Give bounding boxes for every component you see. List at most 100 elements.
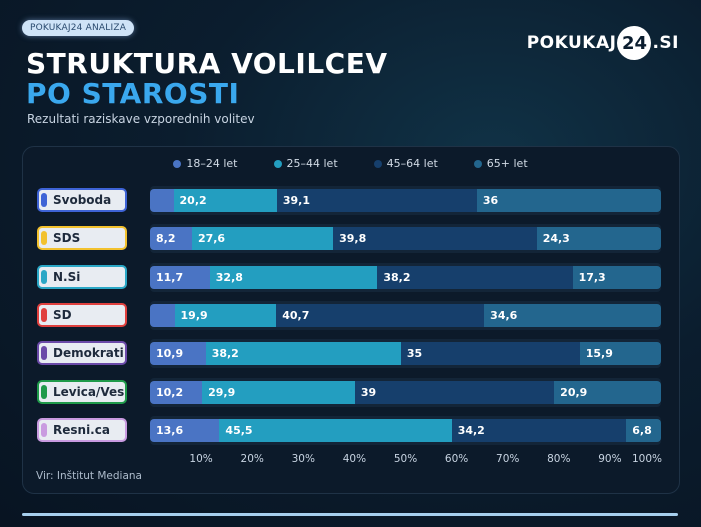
bar-segment: 29,9 <box>202 381 355 404</box>
party-name: Levica/Vesna <box>53 385 125 399</box>
legend-item: 45–64 let <box>373 157 438 170</box>
bar-segment: 38,2 <box>377 266 573 289</box>
bar-segment: 11,7 <box>150 266 210 289</box>
bar-segment: 13,6 <box>150 419 220 442</box>
party-label: SDS <box>37 226 127 250</box>
party-name: Demokrati <box>53 346 124 360</box>
legend-dot-icon <box>473 159 482 168</box>
party-color-strip <box>41 423 47 437</box>
segment-value: 39 <box>360 386 377 399</box>
party-color-strip <box>41 270 47 284</box>
bar-segment: 39,1 <box>276 189 477 212</box>
segment-value: 8,2 <box>156 232 176 245</box>
title-line-1: STRUKTURA VOLILCEV <box>26 47 388 80</box>
segment-value: 24,3 <box>542 232 570 245</box>
legend-item: 25–44 let <box>273 157 338 170</box>
segment-value: 19,9 <box>180 309 208 322</box>
title-line-2: PO STAROSTI <box>26 77 240 110</box>
segment-value: 27,6 <box>197 232 226 245</box>
bar-segment: 35 <box>400 342 580 365</box>
bar-track: 10,2 29,9 39 20,9 <box>150 381 661 404</box>
bar-segment: 38,2 <box>205 342 401 365</box>
bar-segment: 32,8 <box>209 266 378 289</box>
legend-item: 65+ let <box>473 157 528 170</box>
bar-track: 13,6 45,5 34,2 6,8 <box>150 419 661 442</box>
bar-track: 10,9 38,2 35 15,9 <box>150 342 661 365</box>
bar-segment: 20,9 <box>554 381 661 404</box>
bar-track: 11,7 32,8 38,2 17,3 <box>150 266 661 289</box>
bar-segment: 20,2 <box>173 189 277 212</box>
segment-value: 45,5 <box>225 424 253 437</box>
legend-label: 18–24 let <box>186 157 238 170</box>
party-name: N.Si <box>53 270 81 284</box>
bar-segment: 15,9 <box>579 342 661 365</box>
bar-segment: 39,8 <box>333 227 537 250</box>
segment-value: 17,3 <box>578 271 606 284</box>
x-tick-label: 10% <box>189 453 213 465</box>
segment-value: 10,9 <box>156 347 184 360</box>
source-note: Vir: Inštitut Mediana <box>36 470 142 482</box>
party-label: Levica/Vesna <box>37 380 127 404</box>
bar-segment: 27,6 <box>191 227 334 250</box>
bar-segment: 34,2 <box>451 419 627 442</box>
party-name: Resni.ca <box>53 423 110 437</box>
party-color-strip <box>41 231 47 245</box>
segment-value: 10,2 <box>156 386 184 399</box>
bar-track: 20,2 39,1 36 <box>150 189 661 212</box>
logo-text-left: POKUKAJ <box>526 33 617 53</box>
legend-item: 18–24 let <box>173 157 238 170</box>
bar-segment <box>150 189 174 212</box>
segment-value: 34,2 <box>457 424 485 437</box>
x-tick-label: 30% <box>291 453 315 465</box>
bar-track: 19,9 40,7 34,6 <box>150 304 661 327</box>
bar-segment: 10,9 <box>150 342 206 365</box>
segment-value: 20,9 <box>560 386 588 399</box>
x-tick-label: 80% <box>547 453 571 465</box>
segment-value: 11,7 <box>156 271 184 284</box>
bottom-accent-line <box>22 513 678 516</box>
bar-segment: 36 <box>476 189 661 212</box>
legend-label: 25–44 let <box>286 157 338 170</box>
x-tick-label: 60% <box>444 453 469 465</box>
bar-segment: 17,3 <box>572 266 661 289</box>
subtitle: Rezultati raziskave vzporednih volitev <box>27 112 255 126</box>
segment-value: 13,6 <box>156 424 184 437</box>
legend-dot-icon <box>173 159 182 168</box>
bar-segment: 10,2 <box>150 381 203 404</box>
party-color-strip <box>41 308 47 322</box>
legend-dot-icon <box>273 159 282 168</box>
bar-segment: 6,8 <box>626 419 661 442</box>
bar-segment: 34,6 <box>484 304 661 327</box>
bar-segment: 24,3 <box>536 227 661 250</box>
x-tick-label: 40% <box>342 453 367 465</box>
segment-value: 32,8 <box>215 271 243 284</box>
segment-value: 6,8 <box>632 424 652 437</box>
logo-text-right: .SI <box>652 33 679 53</box>
segment-value: 38,2 <box>383 271 411 284</box>
bar-segment <box>150 304 175 327</box>
bar-segment: 40,7 <box>276 304 485 327</box>
x-tick-label: 90% <box>598 453 622 465</box>
party-name: Svoboda <box>53 193 112 207</box>
party-name: SD <box>53 308 72 322</box>
bar-track: 8,2 27,6 39,8 24,3 <box>150 227 661 250</box>
party-label: SD <box>37 303 127 327</box>
x-tick-label: 100% <box>631 453 663 465</box>
segment-value: 35 <box>406 347 423 360</box>
x-tick-label: 70% <box>496 453 520 465</box>
logo-circle: 24 <box>617 26 652 60</box>
logo[interactable]: POKUKAJ 24 .SI <box>527 26 679 60</box>
bar-segment: 39 <box>354 381 555 404</box>
segment-value: 15,9 <box>585 347 613 360</box>
segment-value: 39,1 <box>282 194 310 207</box>
legend-label: 65+ let <box>486 157 528 170</box>
legend-dot-icon <box>373 159 382 168</box>
legend: 18–24 let 25–44 let 45–64 let 65+ let <box>0 157 701 170</box>
segment-value: 40,7 <box>282 309 310 322</box>
analysis-badge: POKUKAJ24 ANALIZA <box>22 20 135 36</box>
party-label: Demokrati <box>37 341 127 365</box>
segment-value: 20,2 <box>179 194 207 207</box>
x-tick-label: 20% <box>240 453 264 465</box>
segment-value: 38,2 <box>211 347 239 360</box>
party-name: SDS <box>53 231 81 245</box>
